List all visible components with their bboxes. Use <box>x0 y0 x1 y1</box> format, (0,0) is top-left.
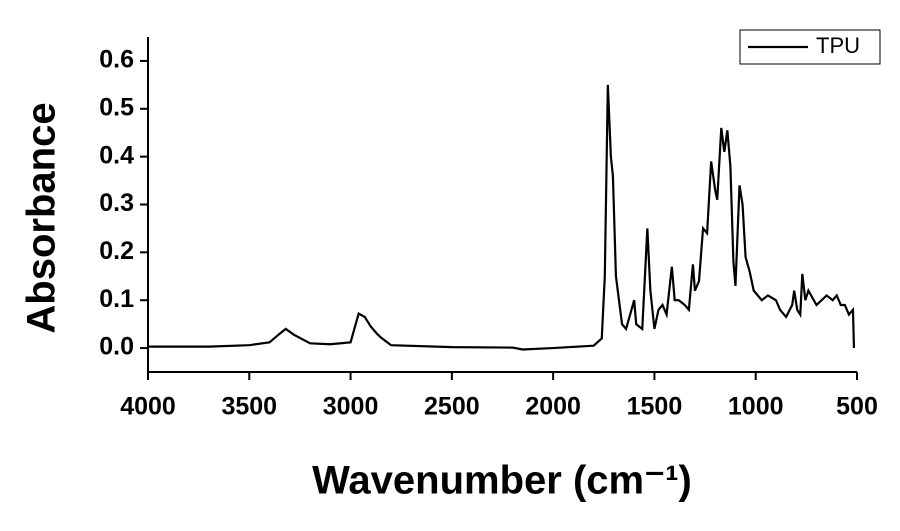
y-tick-label: 0.1 <box>99 285 134 313</box>
x-tick-label: 2500 <box>424 393 480 421</box>
x-tick-label: 1500 <box>627 393 683 421</box>
legend-box <box>739 29 881 65</box>
x-axis-label: Wavenumber (cm⁻¹) <box>312 459 692 503</box>
x-tick-label: 1000 <box>728 393 784 421</box>
data-line <box>148 84 856 351</box>
legend-label: TPU <box>816 33 860 58</box>
x-tick-label: 3000 <box>323 393 379 421</box>
y-tick-label: 0.6 <box>99 46 134 74</box>
x-tick-label: 500 <box>836 393 878 421</box>
y-axis-label: Absorbance <box>20 102 64 333</box>
x-tick-label: 4000 <box>120 393 176 421</box>
x-tick-label: 3500 <box>221 393 277 421</box>
y-tick-label: 0.3 <box>99 189 134 217</box>
y-tick-label: 0.2 <box>99 237 134 265</box>
x-tick-label: 2000 <box>525 393 581 421</box>
y-tick-label: 0.5 <box>99 93 134 121</box>
y-tick-label: 0.0 <box>99 333 134 361</box>
y-tick-label: 0.4 <box>99 141 134 169</box>
